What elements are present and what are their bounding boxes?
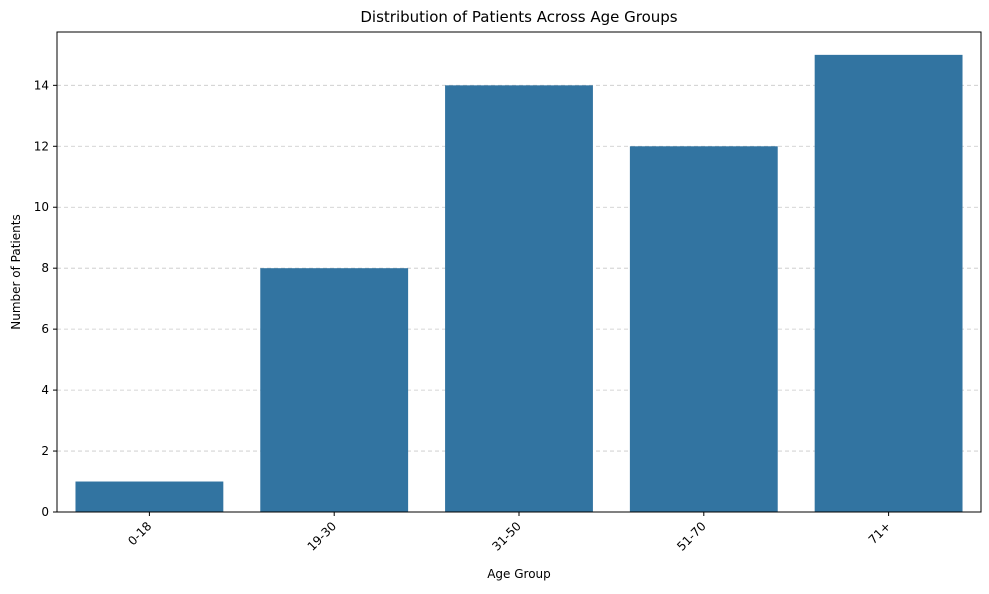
- y-tick-label: 10: [34, 200, 49, 214]
- y-tick-label: 6: [41, 322, 49, 336]
- bar-71+: [814, 54, 963, 512]
- bar-19-30: [260, 268, 409, 512]
- y-tick-label: 0: [41, 505, 49, 519]
- y-axis-ticks: 0 2 4 6 8 10 12 14: [34, 78, 57, 519]
- y-tick-label: 12: [34, 139, 49, 153]
- y-axis-label: Number of Patients: [9, 214, 23, 329]
- chart-title: Distribution of Patients Across Age Grou…: [360, 8, 677, 26]
- y-tick-label: 8: [41, 261, 49, 275]
- bar-51-70: [629, 146, 778, 513]
- bar-31-50: [445, 85, 593, 512]
- bar-0-18: [75, 481, 224, 512]
- y-tick-label: 2: [41, 444, 49, 458]
- y-tick-label: 4: [41, 383, 49, 397]
- bars: [75, 54, 963, 513]
- y-tick-label: 14: [34, 78, 49, 92]
- x-axis-label: Age Group: [487, 567, 551, 581]
